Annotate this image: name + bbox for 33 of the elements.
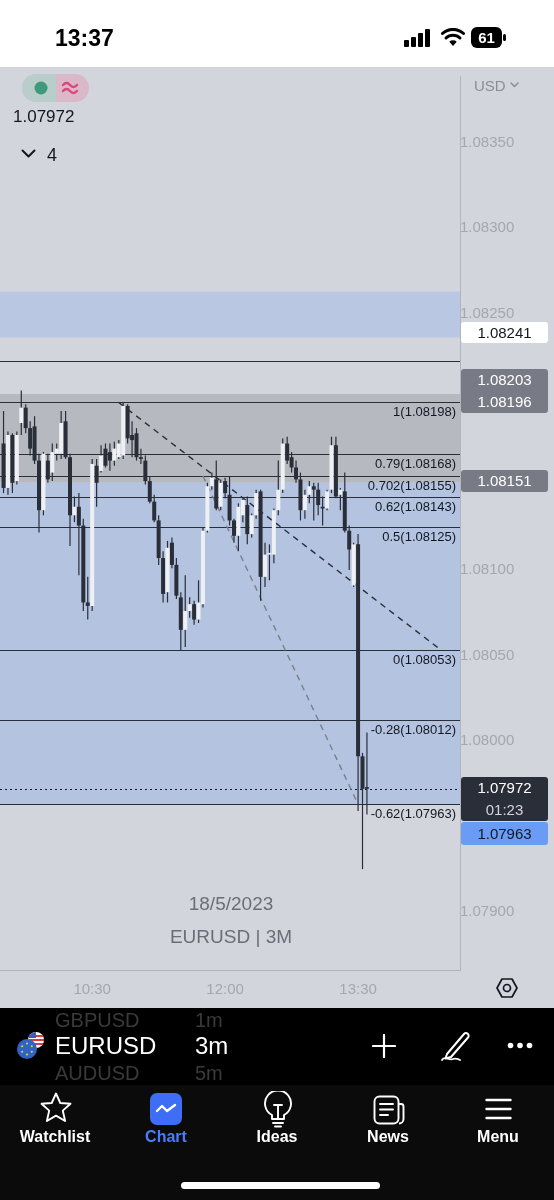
text: News: [367, 1128, 409, 1147]
ref-line-label: 0.5(1.08125): [382, 528, 456, 544]
text: 1.07972: [461, 777, 548, 799]
text: 1.07963: [461, 822, 548, 845]
ref-line-label: 1(1.08198): [393, 403, 456, 419]
annotation: EURUSD | 3M: [169, 926, 293, 948]
ref-line-label: -0.62(1.07963): [370, 805, 456, 821]
text: 1.08203: [461, 369, 548, 391]
ref-line-label: 0.702(1.08155): [367, 477, 456, 493]
text: USD: [474, 77, 506, 95]
ref-line-label: 0(1.08053): [393, 651, 456, 667]
text: 01:23: [461, 799, 548, 821]
text: EURUSD: [55, 1032, 157, 1060]
text: 1.08196: [461, 391, 548, 413]
text: AUDUSD: [55, 1062, 140, 1085]
ref-line-label: -0.28(1.08012): [370, 721, 456, 737]
text: Chart: [145, 1128, 187, 1147]
text: 61: [478, 29, 495, 47]
text: 1.08151: [461, 470, 548, 492]
text: Menu: [477, 1128, 519, 1147]
text: GBPUSD: [55, 1009, 140, 1032]
text: Watchlist: [19, 1128, 91, 1147]
ref-line-label: 0.62(1.08143): [375, 498, 456, 514]
text: 1m: [195, 1009, 223, 1032]
annotation: 1.07972: [13, 107, 75, 127]
annotation: 4: [47, 145, 58, 166]
annotation: 18/5/2023: [188, 893, 274, 915]
text: 13:37: [55, 25, 114, 52]
ref-line-label: 0.79(1.08168): [375, 455, 456, 471]
text: 5m: [195, 1062, 223, 1085]
text: Ideas: [256, 1128, 298, 1147]
text: 3m: [195, 1032, 229, 1060]
text: 1.08241: [461, 322, 548, 343]
